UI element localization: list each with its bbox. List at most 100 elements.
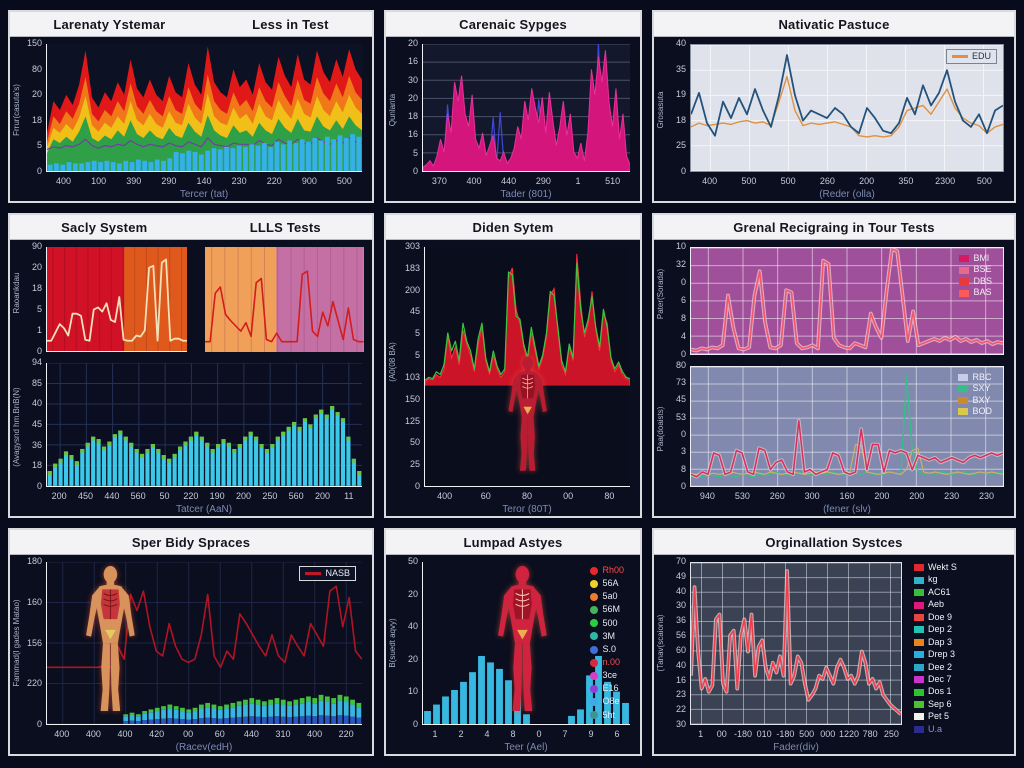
- legend-swatch-icon: [590, 671, 599, 680]
- x-tick-label: 300: [804, 491, 820, 501]
- x-tick-label: 80: [521, 491, 532, 501]
- subchart: 94 85 40 45 36 18 0 200 450 440 560 50 220 190 200 250 5…: [12, 358, 370, 515]
- legend-item: 56M: [590, 604, 624, 614]
- x-tick-label: 220: [266, 176, 282, 186]
- x-tick-label: 220: [183, 491, 199, 501]
- panel-title-bar: Sacly System LLLS Tests: [10, 215, 372, 240]
- chart-lumpad-astyes: Rh00 56A 5a0 56M 500 3M S.0 n.00 3ce E16 O8e 5ht 50 2…: [386, 555, 640, 754]
- plot-area: EDU: [690, 44, 1004, 172]
- y-axis-label: (A0(08 BA): [388, 342, 397, 382]
- y-tick-label: 94: [31, 357, 42, 368]
- plot-area: NASB: [46, 562, 362, 725]
- legend: BMl BSE DBS BAS: [954, 252, 997, 300]
- subchart: EDU 40 35 19 18 25 0 400 500 500 260 200 350 2300 500 G…: [656, 39, 1012, 200]
- legend-label: n.00: [602, 656, 621, 667]
- chart-row: 150 80 20 18 5 0 400 100 390 290 140 230 220 900 500 Fr…: [12, 39, 370, 200]
- chart-carenaic-sypges: 20 16 30 20 18 16 5 0 370 400 440 290 1 510 Qunlanta Ta…: [386, 37, 640, 201]
- chart-canvas: [205, 247, 364, 353]
- chart-row: 20 16 30 20 18 16 5 0 370 400 440 290 1 510 Qunlanta Ta…: [388, 39, 638, 200]
- legend-swatch-icon: [959, 255, 970, 263]
- x-tick-label: 010: [756, 729, 772, 739]
- y-tick-label: 180: [26, 556, 42, 566]
- x-tick-label: 260: [769, 491, 785, 501]
- chart-canvas: [47, 562, 362, 724]
- plot-area: [46, 44, 362, 172]
- x-tick-label: 310: [275, 729, 291, 739]
- chart-sper-bidy-spraces: NASB 180 160 156 220 0 400 400 400 420 00 60 440 310 4…: [10, 555, 372, 754]
- y-tick-label: 36: [31, 439, 42, 450]
- legend-label: U.a: [928, 723, 943, 734]
- x-axis-label: Teror (80T): [502, 504, 552, 515]
- subchart: Wekt S kg AC61 Aeb Doe 9 Dep 2 Dap 3 Drep 3 Dee …: [656, 557, 1012, 754]
- panel-title-bar: Sper Bidy Spraces: [10, 530, 372, 555]
- x-axis-label: (Racev(edH): [175, 742, 233, 753]
- y-axis-label: Raoankdau: [12, 272, 21, 314]
- x-tick-label: 6: [614, 729, 620, 739]
- legend-item: Rh00: [590, 565, 624, 575]
- x-tick-label: 190: [209, 491, 225, 501]
- x-tick-label: 50: [159, 491, 170, 501]
- plot-area: [205, 247, 364, 353]
- plot-area: BMl BSE DBS BAS: [690, 247, 1004, 355]
- x-tick-label: 400: [702, 176, 718, 186]
- x-axis-label: (fener (slv): [823, 504, 871, 515]
- legend-item: Drep 3: [914, 649, 1010, 659]
- legend-item: 3M: [590, 631, 624, 641]
- x-tick-label: 400: [54, 729, 70, 739]
- legend-swatch-icon: [951, 55, 968, 59]
- x-tick-label: 1: [698, 729, 704, 739]
- x-tick-label: 500: [741, 176, 757, 186]
- panel-title: Sacly System: [61, 219, 148, 235]
- legend-swatch-icon: [305, 572, 322, 576]
- x-tick-label: 2: [458, 729, 464, 739]
- x-tick-label: 80: [604, 491, 615, 501]
- y-axis-label: B(suedt aqvy): [388, 618, 397, 668]
- legend-label: BOD: [972, 406, 992, 417]
- y-tick-label: 0: [36, 346, 42, 357]
- legend-label: NASB: [325, 568, 350, 578]
- legend: EDU: [945, 49, 997, 65]
- legend-item: Aeb: [914, 599, 1010, 609]
- legend-item: BXY: [958, 395, 992, 405]
- legend-item: Dec 7: [914, 674, 1010, 684]
- chart-row: RBC SXY BXY BOD 80 73 45 53 0 3 8 0 940 530 260 300 160 2…: [656, 360, 1012, 515]
- legend-item: EDU: [951, 51, 991, 61]
- x-tick-label: 230: [944, 491, 960, 501]
- panel-title-bar: Lumpad Astyes: [386, 530, 640, 555]
- legend-swatch-icon: [914, 589, 924, 597]
- subchart: RBC SXY BXY BOD 80 73 45 53 0 3 8 0 940 530 260 300 160 2…: [656, 360, 1012, 515]
- y-tick-label: 0: [680, 276, 686, 287]
- y-tick-label: 20: [407, 38, 418, 48]
- legend-label: Rh00: [602, 565, 624, 575]
- panel-title-bar: Carenaic Sypges: [386, 12, 640, 37]
- x-axis-label: Tader (801): [500, 189, 552, 200]
- chart-canvas: [47, 46, 362, 171]
- x-axis-label: Tatcer (AaN): [175, 504, 233, 515]
- panel-title-bar: Larenaty Ystemar Less in Test: [10, 12, 372, 37]
- y-tick-label: 90: [31, 241, 42, 251]
- panel-sper-bidy-spraces: Sper Bidy Spraces NASB 180 160 156 220 0 400 40…: [8, 528, 374, 756]
- human-figure: [481, 565, 564, 721]
- x-axis-label: Teer (Ael): [504, 742, 548, 753]
- x-tick-label: 940: [699, 491, 715, 501]
- legend-item: Dep 2: [914, 624, 1010, 634]
- y-axis-label: Fammad(l gades Matao): [12, 599, 21, 687]
- chart-canvas: [424, 655, 629, 724]
- y-tick-label: 53: [675, 411, 686, 422]
- x-tick-label: 500: [780, 176, 796, 186]
- legend: NASB: [299, 566, 356, 582]
- panel-larenaty-ystemar: Larenaty Ystemar Less in Test 150 80 20 18 5…: [8, 10, 374, 203]
- legend-label: 56A: [602, 578, 619, 589]
- plot-area: Wekt S kg AC61 Aeb Doe 9 Dep 2 Dap 3 Drep 3 Dee …: [690, 562, 957, 734]
- legend-label: 5a0: [602, 591, 618, 602]
- chart-canvas: [423, 44, 630, 171]
- y-tick-label: 18: [407, 111, 418, 122]
- legend-label: Pet 5: [928, 711, 950, 722]
- x-tick-label: 400: [56, 176, 72, 186]
- y-axis-label: Frrur(casuta's): [12, 83, 21, 136]
- x-tick-label: 440: [104, 491, 120, 501]
- legend-swatch-icon: [914, 626, 924, 634]
- x-tick-label: 230: [231, 176, 247, 186]
- y-tick-label: 183: [404, 262, 420, 273]
- x-tick-label: 560: [130, 491, 146, 501]
